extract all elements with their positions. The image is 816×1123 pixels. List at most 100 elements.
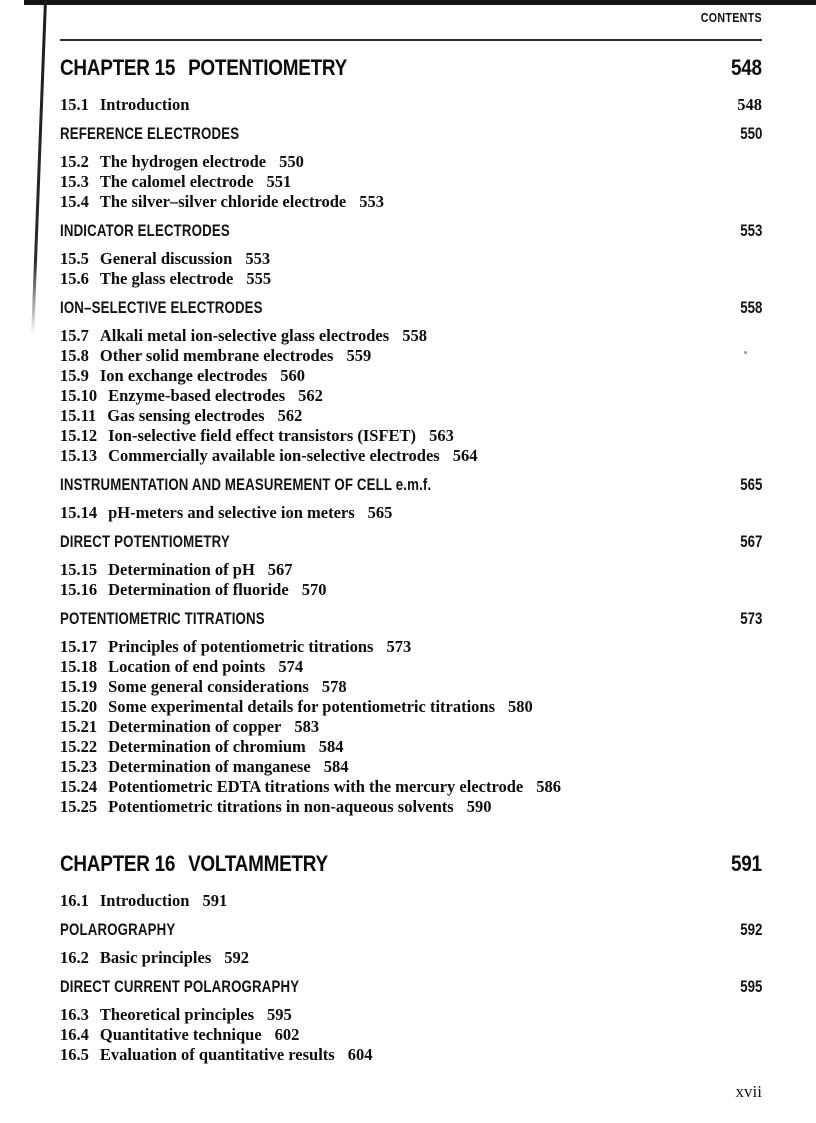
item-text: 15.8 Other solid membrane electrodes [60,346,333,365]
item-title: Other solid membrane electrodes [99,346,334,365]
toc-item-row: 15.12 Ion-selective field effect transist… [60,426,762,446]
section-page-number: 595 [739,977,762,996]
chapter-heading: CHAPTER 16 VOLTAMMETRY 591 [60,851,762,876]
item-title: pH-meters and selective ion meters [108,503,355,522]
toc-item-row: 15.2 The hydrogen electrode 550 [60,152,762,172]
item-page-number: 578 [321,677,347,696]
item-text: 15.16 Determination of fluoride [60,580,289,599]
item-text: 15.2 The hydrogen electrode [60,152,266,171]
item-text: 16.3 Theoretical principles [60,1005,254,1024]
item-title: Introduction [99,891,190,910]
item-page-number: 563 [429,426,454,445]
item-title: Determination of fluoride [108,580,289,599]
item-page-number: 574 [278,657,304,676]
item-number: 16.5 [60,1045,89,1064]
item-title: The hydrogen electrode [99,152,267,171]
item-title: Commercially available ion-selective ele… [108,446,440,465]
toc-item-row: 15.6 The glass electrode 555 [60,269,762,289]
toc-item-row: 16.1 Introduction 591 [60,891,762,911]
chapter-title: VOLTAMMETRY [188,851,328,876]
item-text: 15.11 Gas sensing electrodes [60,406,265,425]
item-number: 15.25 [60,797,98,816]
item-number: 15.22 [60,737,98,756]
item-title: Gas sensing electrodes [107,406,265,425]
item-number: 15.23 [60,757,98,776]
item-text: 16.2 Basic principles [60,948,211,967]
section-page-number: 558 [739,298,762,317]
item-title: Quantitative technique [99,1025,262,1044]
item-title: Introduction [99,95,190,114]
item-number: 15.12 [60,426,98,445]
item-number: 15.19 [60,677,98,696]
item-page-number: 586 [536,777,562,796]
toc-item-row: 15.19 Some general considerations 578 [60,677,762,697]
toc-item-row: 15.1 Introduction 548 [60,95,762,115]
item-text: 15.4 The silver–silver chloride electrode [60,192,346,211]
item-text: 15.23 Determination of manganese [60,757,311,776]
toc-item-row: 15.16 Determination of fluoride 570 [60,580,762,600]
chapter-heading-text: CHAPTER 15 POTENTIOMETRY [60,55,347,80]
scan-top-bar [24,0,816,5]
toc-item-row: 15.24 Potentiometric EDTA titrations with… [60,777,762,797]
item-text: 15.1 Introduction [60,95,189,115]
toc-item-row: 15.3 The calomel electrode 551 [60,172,762,192]
toc-section-row: ION–SELECTIVE ELECTRODES 558 [60,297,762,318]
item-title: Some experimental details for potentiome… [108,697,496,716]
item-page-number: 562 [298,386,323,405]
item-text: 15.24 Potentiometric EDTA titrations with… [60,777,523,796]
toc-item-row: 15.4 The silver–silver chloride electrode… [60,192,762,212]
item-number: 15.2 [60,152,89,171]
running-header: CONTENTS [700,11,762,25]
item-title: Determination of copper [108,717,282,736]
section-title: INSTRUMENTATION AND MEASUREMENT OF CELL … [60,475,432,494]
toc-item-row: 16.4 Quantitative technique 602 [60,1025,762,1045]
chapter-heading-text: CHAPTER 16 VOLTAMMETRY [60,851,328,876]
scan-gutter-line [31,0,47,335]
item-number: 15.1 [60,95,89,114]
item-text: 15.12 Ion-selective field effect transist… [60,426,416,445]
item-page-number: 560 [280,366,306,385]
chapter-heading: CHAPTER 15 POTENTIOMETRY 548 [60,55,762,80]
item-page-number: 567 [267,560,293,579]
toc-item-row: 15.15 Determination of pH 567 [60,560,762,580]
item-number: 15.7 [60,326,89,345]
item-page-number: 551 [266,172,292,191]
item-title: Some general considerations [108,677,309,696]
section-page-number: 592 [739,920,762,939]
section-title: INDICATOR ELECTRODES [60,221,230,240]
chapter-page-number: 591 [731,851,762,876]
item-page-number: 592 [224,948,250,967]
item-number: 15.15 [60,560,98,579]
item-number: 15.20 [60,697,98,716]
section-page-number: 565 [739,475,762,494]
item-text: 15.5 General discussion [60,249,232,268]
section-title: REFERENCE ELECTRODES [60,124,240,143]
chapter-number: CHAPTER 15 [60,55,176,80]
item-page-number: 604 [347,1045,373,1064]
toc-item-row: 16.2 Basic principles 592 [60,948,762,968]
toc-section-row: POLAROGRAPHY 592 [60,919,762,940]
item-number: 15.16 [60,580,98,599]
chapter-number: CHAPTER 16 [60,851,176,876]
toc-item-row: 15.22 Determination of chromium 584 [60,737,762,757]
item-number: 15.8 [60,346,89,365]
item-title: Evaluation of quantitative results [99,1045,335,1064]
chapter-page-number: 548 [731,55,762,80]
item-title: Potentiometric titrations in non-aqueous… [108,797,454,816]
chapter-15: CHAPTER 15 POTENTIOMETRY 548 15.1 Introducti… [60,55,762,817]
item-text: 15.22 Determination of chromium [60,737,306,756]
item-page-number: 565 [367,503,393,522]
item-page-number: 573 [386,637,412,656]
section-page-number: 573 [739,609,762,628]
item-number: 15.5 [60,249,89,268]
item-page-number: 553 [245,249,271,268]
item-title: Potentiometric EDTA titrations with the … [108,777,524,796]
toc-section-row: POTENTIOMETRIC TITRATIONS 573 [60,608,762,629]
item-number: 15.11 [60,406,97,425]
item-number: 16.3 [60,1005,89,1024]
item-text: 15.9 Ion exchange electrodes [60,366,267,385]
item-title: Ion-selective field effect transistors (… [108,426,417,445]
item-page-number: 583 [294,717,320,736]
toc-item-row: 15.7 Alkali metal ion-selective glass ele… [60,326,762,346]
item-number: 15.6 [60,269,89,288]
